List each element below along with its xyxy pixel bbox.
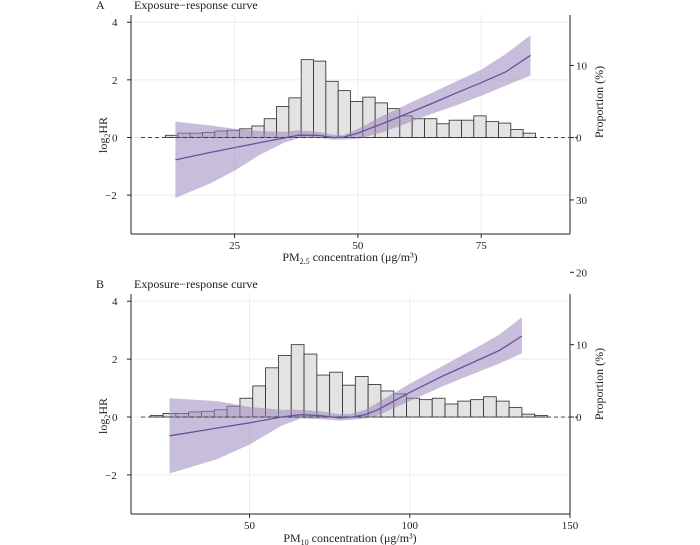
histogram-bar	[431, 397, 446, 418]
panel-b-histogram	[149, 344, 548, 418]
y-tick-label: 0	[112, 132, 118, 144]
histogram-bar	[300, 59, 314, 138]
x-tick-label: 150	[562, 520, 579, 532]
histogram-bar	[325, 80, 339, 138]
panel-b-x-axis-label: PM10 concentration (μg/m³)	[283, 531, 416, 545]
histogram-bar	[436, 123, 450, 138]
panel-b-y-axis-label: log2HR	[96, 398, 112, 434]
histogram-bar	[510, 129, 524, 138]
x-tick-label: 25	[229, 240, 241, 252]
y2-tick-label: 20	[576, 267, 588, 279]
confidence-band	[175, 35, 531, 199]
histogram-bar	[337, 90, 351, 138]
panel-a-secondary-y-axis-label: Proportion (%)	[592, 66, 606, 138]
histogram-bar	[316, 374, 331, 418]
y2-tick-label: 10	[576, 60, 588, 72]
histogram-bar	[424, 118, 438, 138]
x-tick-label: 50	[244, 520, 256, 532]
histogram-bar	[411, 118, 425, 138]
panel-a-title: Exposure−response curve	[134, 0, 258, 12]
y-tick-label: 2	[112, 354, 118, 366]
estimate-curve	[169, 335, 523, 437]
estimate-curve	[175, 54, 531, 161]
histogram-bar	[495, 400, 510, 418]
panel-a-label: A	[96, 0, 105, 12]
histogram-bar	[498, 122, 512, 138]
y-tick-label: −2	[105, 470, 117, 482]
histogram-bar	[470, 399, 484, 418]
y-tick-label: −2	[105, 190, 117, 202]
histogram-bar	[508, 407, 523, 418]
y-tick-label: 2	[112, 75, 118, 87]
histogram-bar	[448, 119, 462, 138]
histogram-bar	[461, 119, 475, 138]
panel-b-label: B	[96, 277, 104, 291]
y-tick-label: 4	[112, 17, 118, 29]
panel-a-y-axis-label: log2HR	[96, 117, 112, 153]
histogram-bar	[329, 371, 343, 418]
histogram-bar	[457, 400, 472, 418]
confidence-band	[169, 317, 522, 474]
x-tick-label: 50	[352, 240, 364, 252]
y2-tick-label: 30	[576, 195, 588, 207]
y-tick-label: 4	[112, 296, 118, 308]
panel-b-title: Exposure−response curve	[134, 277, 258, 291]
histogram-bar	[313, 60, 327, 138]
y2-tick-label: 0	[576, 132, 582, 144]
y2-tick-label: 0	[576, 412, 582, 424]
histogram-bar	[444, 403, 459, 418]
histogram-bar	[522, 132, 536, 138]
histogram-bar	[342, 384, 356, 418]
y2-tick-label: 10	[576, 340, 588, 352]
histogram-bar	[483, 396, 497, 418]
panel-b-secondary-y-axis-label: Proportion (%)	[592, 348, 606, 420]
panel-a-x-axis-label: PM2.5 concentration (μg/m³)	[282, 250, 417, 266]
y-tick-label: 0	[112, 412, 118, 424]
panel-b: B Exposure−response curve 50 100 150 −2 0 2 4 0…	[96, 195, 606, 545]
histogram-bar	[418, 399, 433, 418]
x-tick-label: 100	[402, 520, 419, 532]
x-tick-label: 75	[476, 240, 488, 252]
histogram-bar	[485, 121, 499, 138]
histogram-bar	[303, 353, 318, 418]
panel-b-plot-area: 50 100 150 −2 0 2 4 0 10 20 30	[105, 195, 588, 532]
histogram-bar	[473, 115, 487, 138]
panel-a: A Exposure−response curve 25 50 75 −2 0 2 4 0 10…	[96, 0, 606, 266]
histogram-bar	[278, 355, 292, 418]
histogram-bar	[290, 344, 305, 418]
